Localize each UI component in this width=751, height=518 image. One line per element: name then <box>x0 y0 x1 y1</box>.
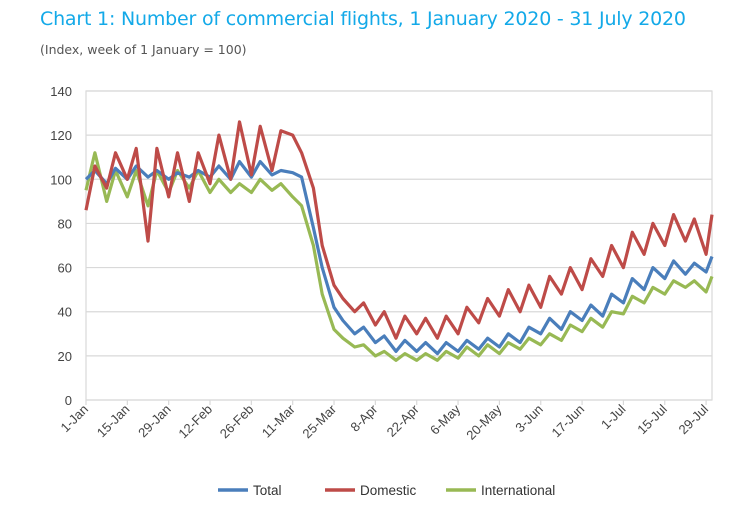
series-line-domestic <box>84 120 714 340</box>
y-tick-label: 40 <box>58 305 72 320</box>
x-tick-label: 3-Jun <box>512 402 546 436</box>
x-tick-label: 1-Jan <box>58 402 92 436</box>
chart-subtitle: (Index, week of 1 January = 100) <box>40 42 247 57</box>
y-tick-label: 120 <box>50 128 72 143</box>
legend-label-domestic: Domestic <box>360 483 417 498</box>
x-tick-label: 12-Feb <box>175 402 215 442</box>
chart-title: Chart 1: Number of commercial flights, 1… <box>40 8 686 30</box>
x-tick-label: 22-Apr <box>384 401 423 440</box>
y-tick-label: 100 <box>50 172 72 187</box>
x-tick-label: 20-May <box>463 401 505 443</box>
y-tick-label: 80 <box>58 216 72 231</box>
y-tick-label: 0 <box>65 393 72 408</box>
x-tick-label: 29-Jul <box>676 401 712 437</box>
x-tick-label: 25-Mar <box>299 401 339 441</box>
x-tick-label: 1-Jul <box>598 401 629 432</box>
x-tick-label: 15-Jan <box>94 402 133 441</box>
legend-label-international: International <box>481 483 555 498</box>
x-tick-label: 17-Jun <box>548 402 587 441</box>
x-tick-label: 8-Apr <box>347 401 381 435</box>
y-tick-label: 20 <box>58 349 72 364</box>
x-tick-label: 29-Jan <box>135 402 174 441</box>
x-tick-label: 26-Feb <box>217 402 257 442</box>
series-line-total <box>84 160 714 356</box>
y-tick-label: 140 <box>50 84 72 99</box>
x-tick-label: 11-Mar <box>259 401 299 441</box>
legend-label-total: Total <box>253 483 282 498</box>
plot-border <box>85 90 713 401</box>
x-tick-label: 6-May <box>427 401 463 437</box>
y-tick-label: 60 <box>58 261 72 276</box>
x-tick-label: 15-Jul <box>634 401 670 437</box>
